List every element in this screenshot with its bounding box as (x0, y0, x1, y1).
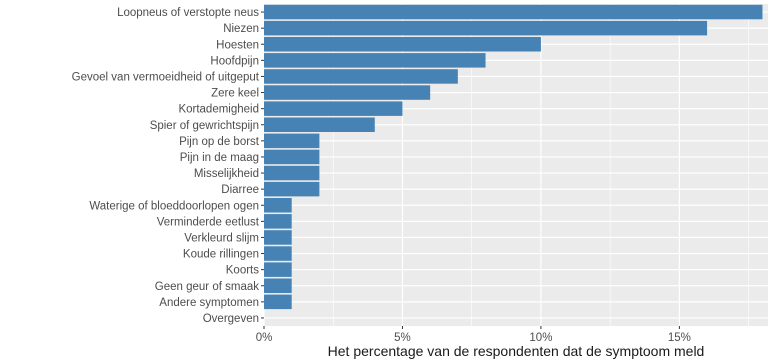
y-tick-label: Verminderde eetlust (157, 216, 260, 228)
bar (264, 181, 320, 197)
bar (264, 117, 375, 132)
y-axis-labels: Loopneus of verstopte neus Niezen Hoesten H… (72, 7, 264, 325)
x-axis-labels: 0% 5% 10% 15% (256, 326, 691, 344)
y-tick-label: Gevoel van vermoeidheid of uitgeput (72, 71, 260, 83)
plot-panel (264, 4, 768, 326)
bar (264, 214, 292, 229)
bar (264, 133, 320, 149)
y-tick-label: Waterige of bloeddoorlopen ogen (89, 200, 259, 212)
bar (264, 69, 458, 84)
y-tick-label: Pijn in de maag (180, 152, 259, 164)
bar (264, 278, 292, 293)
bar (264, 85, 431, 100)
y-tick-label: Koorts (226, 265, 259, 277)
y-tick-label: Spier of gewrichtspijn (150, 120, 259, 132)
y-tick-label: Loopneus of verstopte neus (117, 7, 259, 19)
bar (264, 230, 292, 245)
y-tick-label: Koude rillingen (183, 249, 259, 261)
bar (264, 53, 486, 68)
y-tick-label: Hoofdpijn (210, 55, 259, 67)
bar (264, 165, 320, 181)
y-tick-label: Diarree (221, 184, 259, 196)
bar (264, 262, 292, 277)
bar (264, 246, 292, 261)
x-axis-title: Het percentage van de respondenten dat d… (328, 343, 705, 359)
y-tick-label: Overgeven (203, 313, 259, 325)
x-tick-label: 10% (529, 332, 552, 344)
bar (264, 294, 292, 310)
y-tick-label: Hoesten (216, 39, 259, 51)
bar (264, 20, 708, 36)
x-tick-label: 15% (668, 332, 691, 344)
y-tick-label: Geen geur of smaak (155, 281, 259, 293)
y-tick-label: Verkleurd slijm (184, 232, 259, 244)
y-tick-label: Kortademigheid (178, 104, 259, 116)
x-tick-label: 0% (256, 332, 273, 344)
y-tick-label: Pijn op de borst (179, 136, 260, 148)
y-tick-label: Misselijkheid (194, 168, 259, 180)
x-tick-label: 5% (394, 332, 411, 344)
bar (264, 101, 403, 116)
bar (264, 198, 292, 213)
y-tick-label: Niezen (223, 23, 259, 35)
bar (264, 4, 763, 20)
y-tick-label: Andere symptomen (159, 297, 259, 309)
bar (264, 37, 541, 52)
y-tick-label: Zere keel (211, 88, 259, 100)
bars (264, 4, 763, 310)
bar (264, 149, 320, 165)
